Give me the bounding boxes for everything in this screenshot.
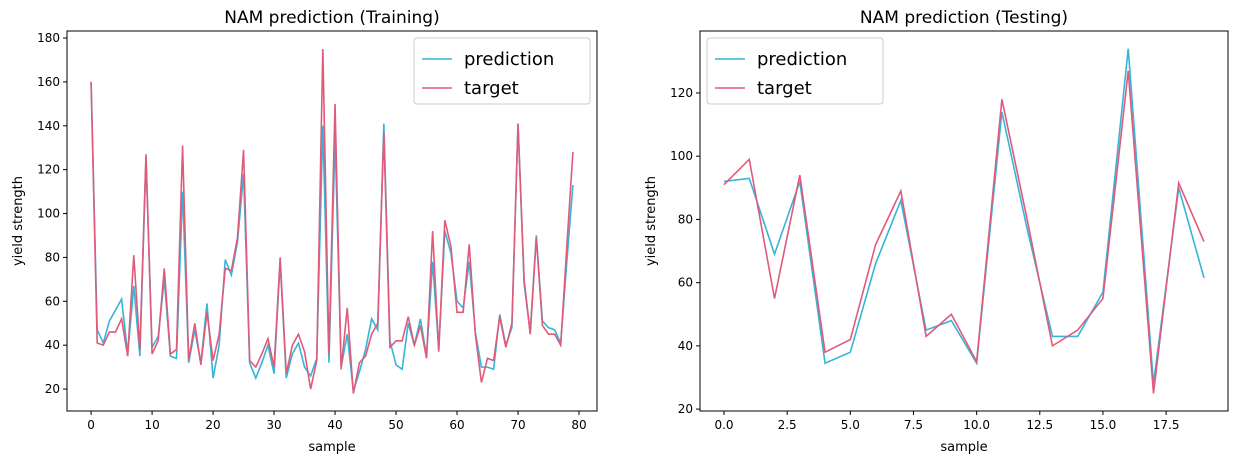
x-tick-label: 5.0 [841, 418, 860, 432]
x-axis-label: sample [308, 440, 355, 455]
x-axis-label: sample [940, 440, 987, 455]
x-tick-label: 7.5 [904, 418, 923, 432]
y-tick-label: 180 [37, 31, 60, 45]
legend-label: target [757, 78, 812, 99]
chart-title: NAM prediction (Testing) [860, 8, 1068, 28]
y-tick-label: 120 [37, 163, 60, 177]
axes-frame [699, 30, 1229, 412]
x-tick-label: 50 [388, 418, 403, 432]
axes-frame [66, 30, 598, 412]
x-tick-label: 20 [205, 418, 220, 432]
x-tick-label: 80 [571, 418, 586, 432]
y-tick-label: 60 [678, 276, 693, 290]
y-tick-label: 80 [678, 212, 693, 226]
series-line [723, 70, 1205, 394]
chart-title: NAM prediction (Training) [224, 8, 439, 28]
x-tick-label: 10 [144, 418, 159, 432]
y-tick-label: 20 [45, 382, 60, 396]
x-tick-label: 0 [87, 418, 95, 432]
x-tick-label: 40 [327, 418, 342, 432]
x-tick-label: 30 [266, 418, 281, 432]
series-line [723, 48, 1205, 384]
legend-frame [706, 37, 884, 105]
axes: NAM prediction (Training) sample yield str… [11, 8, 598, 455]
y-tick-label: 40 [678, 339, 693, 353]
legend-frame [413, 37, 591, 105]
y-tick-label: 100 [670, 149, 693, 163]
x-tick-label: 60 [449, 418, 464, 432]
y-tick-label: 160 [37, 75, 60, 89]
series-line [90, 48, 574, 394]
legend-label: prediction [464, 49, 554, 70]
x-tick-label: 10.0 [963, 418, 990, 432]
x-tick-label: 15.0 [1090, 418, 1117, 432]
y-tick-label: 140 [37, 119, 60, 133]
y-tick-label: 120 [670, 86, 693, 100]
x-tick-label: 70 [510, 418, 525, 432]
y-tick-label: 80 [45, 250, 60, 264]
y-tick-label: 20 [678, 402, 693, 416]
y-axis-label: yield strength [644, 176, 659, 266]
legend-label: prediction [757, 49, 847, 70]
x-tick-label: 2.5 [778, 418, 797, 432]
x-tick-label: 0.0 [714, 418, 733, 432]
y-tick-label: 40 [45, 338, 60, 352]
y-tick-label: 60 [45, 294, 60, 308]
legend-label: target [464, 78, 519, 99]
x-tick-label: 12.5 [1026, 418, 1053, 432]
y-tick-label: 100 [37, 207, 60, 221]
x-tick-label: 17.5 [1153, 418, 1180, 432]
axes: NAM prediction (Testing) sample yield stre… [644, 8, 1229, 455]
y-axis-label: yield strength [11, 176, 26, 266]
